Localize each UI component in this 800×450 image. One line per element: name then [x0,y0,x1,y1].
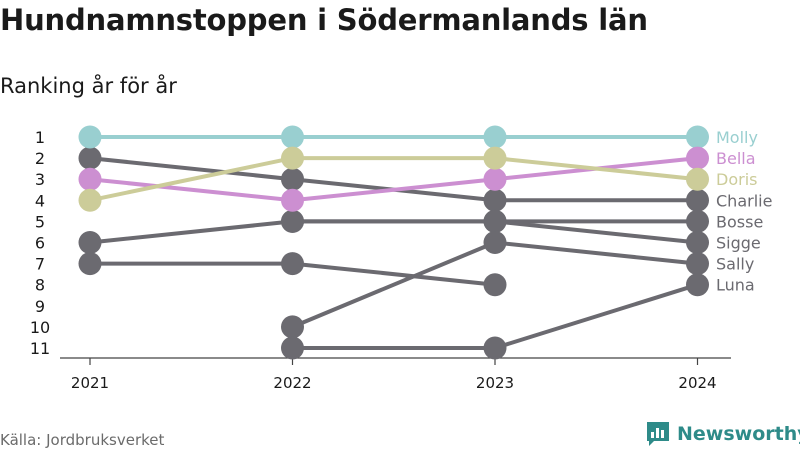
y-tick-label: 3 [35,170,45,189]
bar-chart-logo-icon [647,422,669,446]
data-point [281,167,304,191]
y-tick-label: 8 [35,276,45,295]
y-tick-label: 10 [30,318,50,337]
data-point [686,209,709,233]
data-point [686,273,709,297]
data-point [281,209,304,233]
data-point [78,252,102,276]
data-point [78,167,102,191]
series-label: Sally [716,255,754,274]
data-point [686,125,709,149]
data-point [483,209,507,233]
data-point [686,167,709,191]
data-point [686,188,709,212]
series-label: Charlie [716,191,772,210]
y-tick-label: 11 [30,339,50,358]
data-point [78,231,102,254]
series-label: Molly [716,128,758,147]
data-point [686,252,709,276]
x-tick-label: 2024 [678,374,716,392]
y-tick-label: 5 [35,212,45,231]
series-line [89,156,698,203]
series-line [89,156,698,203]
brand-logo: Newsworthy [645,420,800,448]
data-point [78,146,102,170]
data-point [483,273,507,297]
data-point [686,146,709,170]
y-tick-label: 9 [35,297,45,316]
data-point [78,125,102,149]
data-point [483,125,507,149]
x-tick-label: 2023 [476,374,514,392]
data-point [483,167,507,191]
data-point [483,188,507,212]
series-label: Doris [716,170,757,189]
source-note: Källa: Jordbruksverket [0,431,165,449]
series-label: Luna [716,276,755,295]
series-label: Sigge [716,234,761,253]
bump-chart: 1 2 3 4 5 6 7 8 9 10 11 2021 2022 2023 2024 Charlie Boss… [30,125,772,392]
series-line [89,156,698,203]
chart-title: Hundnamnstoppen i Södermanlands län [0,3,648,37]
y-tick-label: 2 [35,149,45,168]
x-tick-label: 2021 [71,374,109,392]
data-point [281,146,304,170]
data-point [78,188,102,212]
data-point [281,125,304,149]
y-tick-label: 1 [35,128,45,147]
y-tick-label: 6 [35,234,45,253]
data-point [281,315,304,339]
data-point [686,231,709,254]
data-point [281,336,304,360]
data-point [483,336,507,360]
x-tick-label: 2022 [273,374,311,392]
data-point [281,188,304,212]
data-point [483,146,507,170]
brand-name: Newsworthy [677,423,800,445]
data-point [483,231,507,254]
chart-subtitle: Ranking år för år [0,74,177,98]
series-label: Bella [716,149,756,168]
y-tick-label: 7 [35,255,45,274]
y-tick-label: 4 [35,191,45,210]
series-label: Bosse [716,212,763,231]
data-point [281,252,304,276]
